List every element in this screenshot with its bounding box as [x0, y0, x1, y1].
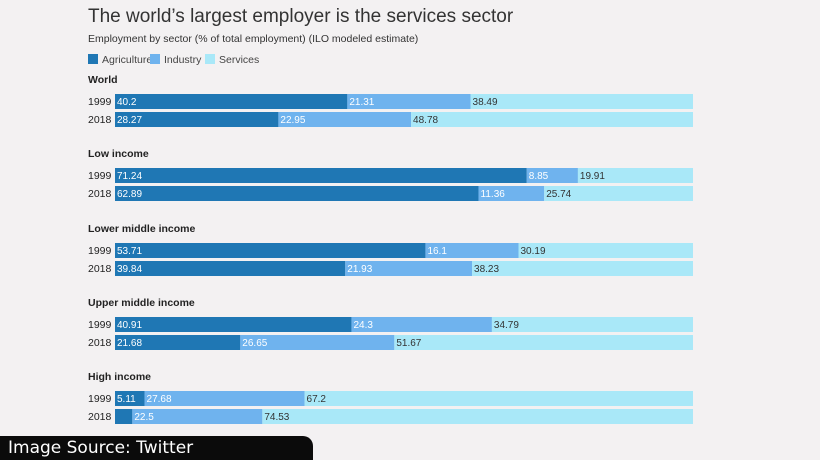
value-label-high-income-1999-industry: 27.68 — [147, 394, 172, 405]
value-label-lower-middle-income-2018-services: 38.23 — [474, 264, 499, 275]
year-label-lower-middle-income-2018: 2018 — [88, 263, 112, 275]
value-label-high-income-2018-industry: 22.5 — [134, 412, 154, 423]
value-label-world-1999-services: 38.49 — [473, 97, 498, 108]
value-label-world-1999-industry: 21.31 — [349, 97, 374, 108]
legend-label-industry: Industry — [164, 54, 202, 66]
bar-upper-middle-income-2018-agriculture — [115, 335, 241, 350]
bar-world-2018-services — [411, 112, 693, 127]
value-label-low-income-2018-services: 25.74 — [546, 189, 571, 200]
year-label-high-income-2018: 2018 — [88, 411, 112, 423]
bar-lower-middle-income-2018-agriculture — [115, 261, 346, 276]
bar-upper-middle-income-1999-services — [491, 317, 693, 332]
value-label-lower-middle-income-2018-industry: 21.93 — [347, 264, 372, 275]
year-label-lower-middle-income-1999: 1999 — [88, 245, 112, 257]
bar-lower-middle-income-2018-industry — [345, 261, 473, 276]
legend-label-services: Services — [219, 54, 259, 66]
value-label-upper-middle-income-1999-agriculture: 40.91 — [117, 320, 142, 331]
legend-swatch-industry — [150, 54, 160, 64]
value-label-lower-middle-income-1999-services: 30.19 — [521, 246, 546, 257]
bar-high-income-2018-agriculture — [115, 409, 133, 424]
value-label-upper-middle-income-1999-industry: 24.3 — [353, 320, 373, 331]
bar-lower-middle-income-1999-industry — [425, 243, 519, 258]
value-label-world-2018-services: 48.78 — [413, 115, 438, 126]
year-label-upper-middle-income-1999: 1999 — [88, 319, 112, 331]
bar-world-1999-industry — [347, 94, 471, 109]
legend-swatch-agriculture — [88, 54, 98, 64]
value-label-high-income-1999-agriculture: 5.11 — [117, 394, 136, 405]
value-label-world-2018-agriculture: 28.27 — [117, 115, 142, 126]
group-label-low-income: Low income — [88, 148, 149, 160]
value-label-upper-middle-income-2018-agriculture: 21.68 — [117, 338, 142, 349]
bar-low-income-2018-agriculture — [115, 186, 479, 201]
chart-title: The world’s largest employer is the serv… — [88, 6, 514, 27]
bar-low-income-2018-industry — [478, 186, 545, 201]
bar-upper-middle-income-2018-industry — [240, 335, 395, 350]
bar-lower-middle-income-1999-agriculture — [115, 243, 426, 258]
legend: Agriculture Industry Services — [88, 54, 259, 66]
bar-high-income-1999-industry — [144, 391, 305, 406]
year-label-high-income-1999: 1999 — [88, 393, 112, 405]
value-label-high-income-2018-services: 74.53 — [264, 412, 289, 423]
year-label-world-1999: 1999 — [88, 96, 112, 108]
value-label-lower-middle-income-2018-agriculture: 39.84 — [117, 264, 142, 275]
bar-upper-middle-income-1999-agriculture — [115, 317, 352, 332]
bar-lower-middle-income-1999-services — [518, 243, 693, 258]
value-label-world-1999-agriculture: 40.2 — [117, 97, 137, 108]
bar-world-2018-agriculture — [115, 112, 279, 127]
group-label-lower-middle-income: Lower middle income — [88, 223, 196, 235]
bar-world-1999-services — [470, 94, 693, 109]
group-label-high-income: High income — [88, 371, 151, 383]
value-label-low-income-2018-agriculture: 62.89 — [117, 189, 142, 200]
value-label-low-income-1999-services: 19.91 — [580, 171, 605, 182]
value-label-lower-middle-income-1999-agriculture: 53.71 — [117, 246, 142, 257]
bar-low-income-1999-agriculture — [115, 168, 527, 183]
bar-high-income-1999-agriculture — [115, 391, 145, 406]
bar-low-income-1999-industry — [526, 168, 578, 183]
bar-upper-middle-income-1999-industry — [351, 317, 492, 332]
year-label-world-2018: 2018 — [88, 114, 112, 126]
legend-label-agriculture: Agriculture — [102, 54, 152, 66]
bar-world-1999-agriculture — [115, 94, 348, 109]
value-label-world-2018-industry: 22.95 — [280, 115, 305, 126]
image-source-credit: Image Source: Twitter — [0, 436, 313, 460]
value-label-upper-middle-income-2018-services: 51.67 — [396, 338, 421, 349]
bar-high-income-2018-industry — [132, 409, 263, 424]
year-label-upper-middle-income-2018: 2018 — [88, 337, 112, 349]
value-label-upper-middle-income-2018-industry: 26.65 — [242, 338, 267, 349]
bar-high-income-1999-services — [304, 391, 693, 406]
value-label-low-income-1999-industry: 8.85 — [529, 171, 549, 182]
group-label-upper-middle-income: Upper middle income — [88, 297, 195, 309]
chart-subtitle: Employment by sector (% of total employm… — [88, 33, 418, 45]
value-label-low-income-1999-agriculture: 71.24 — [117, 171, 142, 182]
bar-lower-middle-income-2018-services — [472, 261, 693, 276]
year-label-low-income-2018: 2018 — [88, 188, 112, 200]
group-label-world: World — [88, 74, 118, 86]
legend-swatch-services — [205, 54, 215, 64]
value-label-low-income-2018-industry: 11.36 — [481, 189, 506, 200]
bar-upper-middle-income-2018-services — [394, 335, 693, 350]
bar-low-income-2018-services — [544, 186, 693, 201]
bar-world-2018-industry — [278, 112, 412, 127]
bars: World 1999 40.2 21.31 38.49 2018 28.27 22.95 48.… — [88, 74, 693, 424]
bar-high-income-2018-services — [262, 409, 693, 424]
value-label-high-income-1999-services: 67.2 — [307, 394, 327, 405]
value-label-upper-middle-income-1999-services: 34.79 — [494, 320, 519, 331]
value-label-lower-middle-income-1999-industry: 16.1 — [427, 246, 447, 257]
year-label-low-income-1999: 1999 — [88, 170, 112, 182]
bar-low-income-1999-services — [577, 168, 693, 183]
